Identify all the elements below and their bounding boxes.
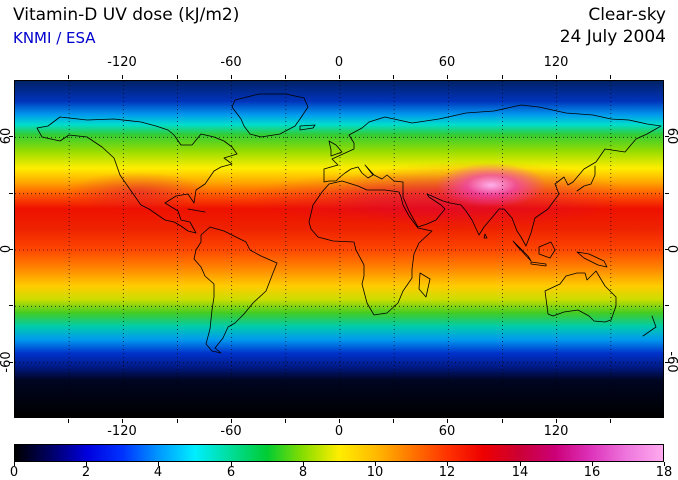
coast-south-america	[193, 226, 278, 354]
colorbar-tick-label: 10	[366, 465, 384, 480]
coast-sri-lanka	[483, 233, 488, 239]
coast-borneo	[538, 241, 556, 259]
world-map-panel	[14, 80, 664, 418]
coast-madagascar	[418, 272, 431, 298]
figure-title: Vitamin-D UV dose (kJ/m2)	[13, 5, 240, 25]
lon-tick-label-top: 60	[438, 55, 456, 70]
coast-africa	[308, 180, 433, 316]
coast-greenland	[231, 93, 309, 138]
lon-tick-label-bottom: 0	[334, 424, 344, 439]
colorbar-tick-label: 6	[226, 465, 236, 480]
coast-sumatra	[512, 240, 532, 262]
graticule-grid	[15, 81, 663, 417]
coast-iceland	[299, 124, 316, 131]
colorbar-tick-label: 14	[511, 465, 529, 480]
colorbar-tick-label: 12	[438, 465, 456, 480]
credit-label: KNMI / ESA	[13, 29, 96, 47]
coast-new-guinea	[576, 251, 608, 268]
lon-tick-label-bottom: 120	[543, 424, 569, 439]
colorbar	[14, 444, 664, 462]
lon-tick-label-bottom: 60	[438, 424, 456, 439]
lon-tick-label-top: 120	[543, 55, 569, 70]
lon-tick-label-top: -120	[107, 55, 137, 70]
coast-cuba	[187, 208, 206, 213]
lon-tick-label-bottom: -60	[220, 424, 242, 439]
colorbar-tick-label: 4	[153, 465, 163, 480]
lon-tick-label-top: 0	[334, 55, 344, 70]
lon-tick-label-bottom: -120	[107, 424, 137, 439]
coastlines	[36, 93, 662, 354]
coast-australia	[544, 270, 617, 323]
coast-north-america	[36, 116, 238, 234]
date-label: 24 July 2004	[559, 27, 666, 47]
coast-java	[530, 261, 547, 267]
colorbar-tick-label: 18	[655, 465, 673, 480]
colorbar-tick-label: 2	[81, 465, 91, 480]
coast-new-zealand	[642, 315, 657, 337]
coast-british-isles	[328, 140, 343, 157]
colorbar-tick-label: 8	[298, 465, 308, 480]
colorbar-tick-label: 16	[583, 465, 601, 480]
colorbar-tick-label: 0	[9, 465, 19, 480]
map-overlay	[15, 81, 663, 417]
coast-eurasia	[323, 104, 662, 247]
coast-japan	[576, 165, 596, 192]
condition-label: Clear-sky	[588, 5, 666, 25]
lon-tick-label-top: -60	[220, 55, 242, 70]
